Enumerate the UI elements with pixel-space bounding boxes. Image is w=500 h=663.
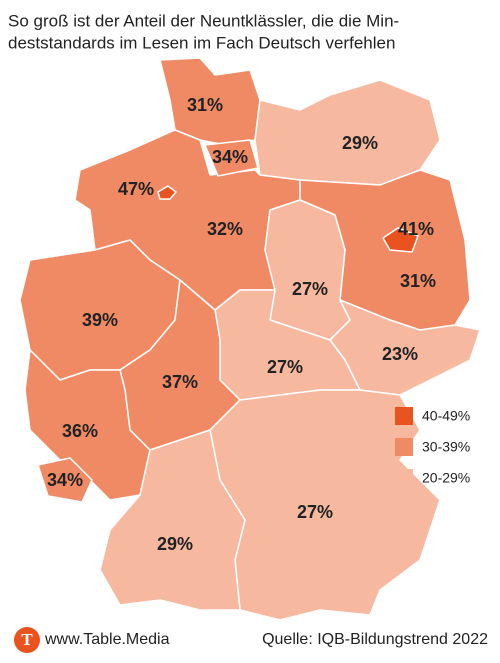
region [254,79,441,186]
legend-swatch [395,469,413,487]
region-label: 37% [162,372,198,392]
title-line: So groß ist der Anteil der Neuntklässler… [8,11,399,30]
region-label: 32% [207,219,243,239]
legend-label: 30-39% [422,439,470,455]
region [99,429,246,611]
region-label: 36% [62,421,98,441]
region-label: 27% [267,357,303,377]
region [204,139,259,177]
region [264,199,351,341]
region-label: 31% [400,271,436,291]
title-line: deststandards im Lesen im Fach Deutsch v… [8,33,395,52]
region [157,185,177,200]
region-label: 29% [342,133,378,153]
legend-label: 40-49% [422,408,470,424]
site: www.Table.Media [44,631,170,648]
legend-label: 20-29% [422,470,470,486]
region-label: 34% [47,470,83,490]
source: Quelle: IQB-Bildungstrend 2022 [262,631,488,648]
region [37,457,93,503]
logo [14,627,40,653]
map [19,57,481,621]
legend-swatch [395,407,413,425]
region-label: 27% [292,279,328,299]
legend: 40-49% 30-39% 20-29% [395,407,470,487]
legend-swatch [395,438,413,456]
labels: 31% 34% 29% 47% 32% 41% 31% 27% 39% 23% … [47,95,436,554]
region-label: 34% [212,147,248,167]
region-label: 29% [157,534,193,554]
region-label: 31% [187,95,223,115]
region [382,227,419,253]
logo-letter: T [21,630,33,649]
region-label: 41% [398,219,434,239]
region-label: 47% [118,179,154,199]
region-label: 27% [297,502,333,522]
region-label: 23% [382,344,418,364]
region-label: 39% [82,310,118,330]
